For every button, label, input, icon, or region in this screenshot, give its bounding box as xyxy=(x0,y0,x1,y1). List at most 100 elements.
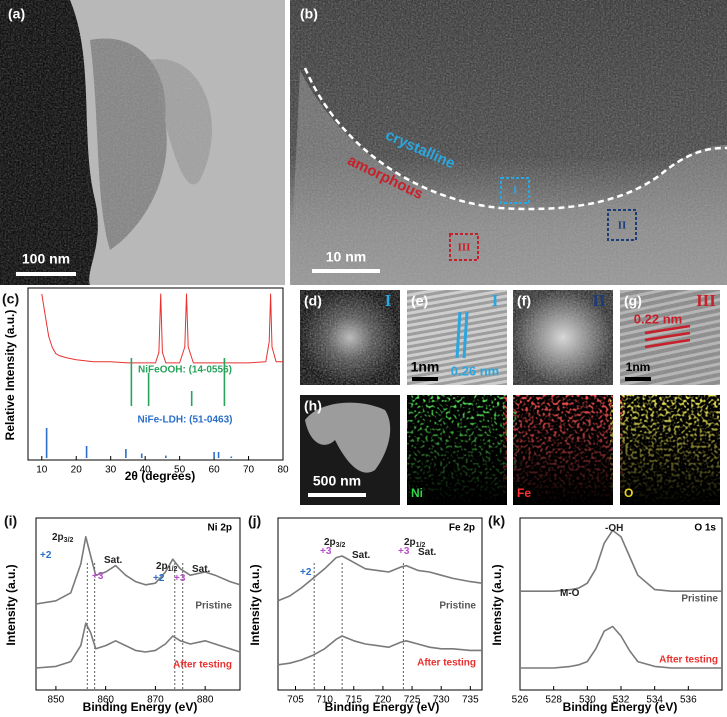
annotation: +2 xyxy=(40,550,52,561)
noise xyxy=(0,0,285,285)
annotation-sub: 3/2 xyxy=(64,537,74,544)
x-tick-label: 20 xyxy=(71,465,83,476)
annotation-text: Sat. xyxy=(104,555,123,566)
region-marker: I xyxy=(492,291,499,310)
x-tick-label: 715 xyxy=(345,695,362,706)
annotation: Sat. xyxy=(192,564,211,575)
annotation-text: -OH xyxy=(605,523,623,534)
panel-label: (f) xyxy=(517,293,531,309)
y-axis-label: Intensity (a.u.) xyxy=(490,564,504,645)
scale-bar xyxy=(308,493,366,497)
scale-bar xyxy=(625,377,651,381)
lattice-line xyxy=(644,338,691,349)
annotation: +3 xyxy=(92,571,104,582)
series-label: After testing xyxy=(417,658,476,669)
x-tick-label: 860 xyxy=(97,695,114,706)
panel-label: (h) xyxy=(304,398,322,414)
region-box xyxy=(500,177,530,204)
x-tick-label: 10 xyxy=(36,465,48,476)
chart-title: Fe 2p xyxy=(449,523,475,534)
x-tick-label: 720 xyxy=(375,695,392,706)
scale-text: 1nm xyxy=(411,359,440,375)
annotation: 2p3/2 xyxy=(324,537,346,549)
annotation-text: 2p xyxy=(404,537,416,548)
annotation-sub: 1/2 xyxy=(416,542,426,549)
annotation-text: +2 xyxy=(300,567,312,578)
charts: 10 20 30 40 50 60 70 80 (c) 2θ (degrees) Relative … xyxy=(2,287,723,714)
eds-row: (h) 500 nm Ni Fe O xyxy=(300,395,720,505)
annotation: +2 xyxy=(300,567,312,578)
lattice-line xyxy=(455,311,462,359)
x-tick-label: 80 xyxy=(277,465,289,476)
x-tick-label: 705 xyxy=(287,695,304,706)
series-label: After testing xyxy=(659,655,718,666)
lattice-spacing: 0.22 nm xyxy=(634,311,682,326)
element-label: Fe xyxy=(517,486,531,500)
annotation-text: Sat. xyxy=(352,550,371,561)
panel-label: (a) xyxy=(8,6,25,22)
eds-signal xyxy=(407,395,720,505)
x-tick-label: 735 xyxy=(462,695,479,706)
particle xyxy=(305,402,391,473)
region-marker: III xyxy=(696,291,716,310)
panel-a: (a) 100 nm xyxy=(0,0,285,285)
spectrum-line xyxy=(41,293,283,364)
region-marker: II xyxy=(592,291,606,310)
x-axis-label: 2θ (degrees) xyxy=(125,469,196,483)
scale-text: 100 nm xyxy=(22,251,70,267)
scale-text: 1nm xyxy=(626,360,651,374)
panel-label: (i) xyxy=(4,513,17,529)
x-tick-label: 530 xyxy=(579,695,596,706)
annotation: Sat. xyxy=(352,550,371,561)
annotation: 2p1/2 xyxy=(156,561,178,573)
x-tick-label: 870 xyxy=(147,695,164,706)
x-tick-label: 730 xyxy=(433,695,450,706)
scale-bar xyxy=(312,269,380,273)
x-tick-label: 710 xyxy=(316,695,333,706)
lattice-line xyxy=(644,324,691,335)
x-tick-label: 536 xyxy=(680,695,697,706)
annotation-text: +3 xyxy=(174,573,186,584)
spectrum-line xyxy=(277,635,482,666)
element-label: O xyxy=(624,486,633,500)
chart-title: O 1s xyxy=(694,523,716,534)
x-tick-label: 534 xyxy=(646,695,663,706)
noise xyxy=(290,0,727,285)
x-tick-label: 40 xyxy=(140,465,152,476)
region-marker: II xyxy=(618,220,627,232)
panel-b: (b) crystalline amorphous I II III 10 nm xyxy=(290,0,727,285)
y-axis-label: Relative Intensity (a.u.) xyxy=(3,310,17,441)
annotation-text: 2p xyxy=(52,532,64,543)
lattice-spacing: 0.26 nm xyxy=(451,363,499,378)
region-marker: I xyxy=(513,185,517,197)
series-label: Pristine xyxy=(195,601,232,612)
x-tick-label: 532 xyxy=(613,695,630,706)
plot-frame xyxy=(277,517,483,691)
x-tick-label: 50 xyxy=(174,465,186,476)
annotation: 2p3/2 xyxy=(52,532,74,544)
annotation: 2p1/2 xyxy=(404,537,426,549)
panel-label: (c) xyxy=(2,291,19,307)
spectrum-line xyxy=(520,625,722,669)
x-tick-label: 526 xyxy=(512,695,529,706)
panel-label: (k) xyxy=(488,513,505,529)
chart-title: Ni 2p xyxy=(208,523,232,534)
fft-row: (d) I (e) I 0.26 nm 1nm (f) II (g) III 0… xyxy=(300,290,720,385)
lattice-line xyxy=(462,311,469,359)
x-tick-label: 528 xyxy=(545,695,562,706)
annotation: +3 xyxy=(174,573,186,584)
scale-text: 500 nm xyxy=(313,473,361,489)
panel-label: (e) xyxy=(411,293,428,309)
spectrum-line xyxy=(520,529,722,592)
annotation: Sat. xyxy=(418,547,437,558)
annotation-text: 2p xyxy=(156,561,168,572)
element-label: Ni xyxy=(411,486,423,500)
noise xyxy=(620,290,720,385)
reference-label: NiFe-LDH: (51-0463) xyxy=(137,415,232,426)
panel-label: (j) xyxy=(248,513,261,529)
panel-label: (b) xyxy=(300,6,318,22)
x-axis-label: Binding Energy (eV) xyxy=(83,700,198,714)
region-marker: III xyxy=(458,242,471,254)
annotation: +3 xyxy=(398,546,410,557)
